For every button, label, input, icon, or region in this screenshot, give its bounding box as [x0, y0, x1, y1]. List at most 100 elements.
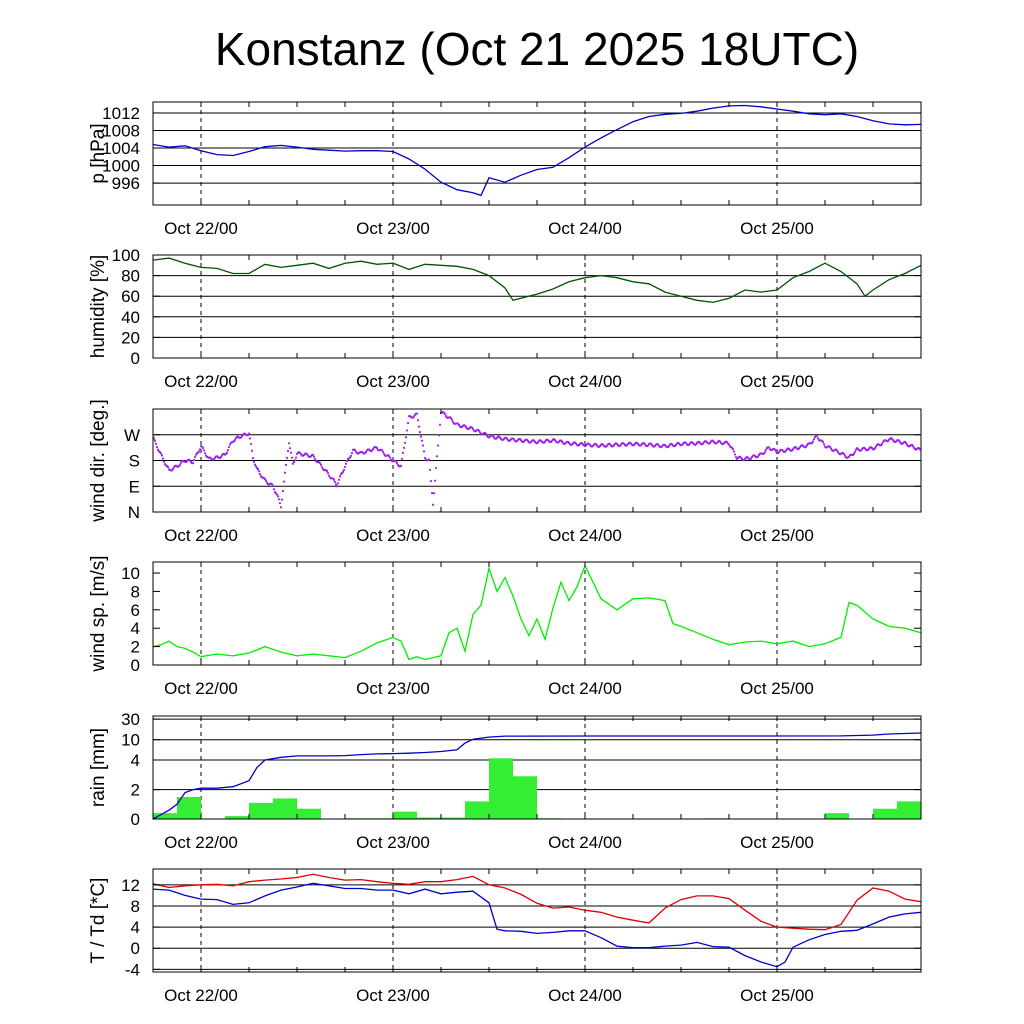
data-point — [852, 452, 856, 455]
data-point — [250, 449, 254, 452]
data-point — [178, 463, 182, 466]
data-point — [282, 480, 286, 483]
x-tick-label: Oct 23/00 — [356, 372, 430, 391]
data-point — [153, 437, 156, 440]
data-point — [404, 436, 408, 439]
data-point — [273, 490, 277, 494]
data-point — [177, 465, 181, 468]
rain-bar — [825, 813, 849, 819]
data-point — [477, 429, 481, 432]
data-point — [484, 432, 488, 436]
rain-bar — [465, 801, 489, 819]
x-tick-label: Oct 25/00 — [740, 986, 814, 1005]
data-point — [197, 450, 201, 453]
data-point — [286, 449, 290, 453]
x-tick-label: Oct 22/00 — [164, 526, 238, 545]
data-point — [811, 440, 815, 443]
data-point — [201, 446, 205, 450]
x-tick-label: Oct 22/00 — [164, 679, 238, 698]
data-point — [252, 460, 256, 463]
data-point — [160, 454, 164, 457]
data-point — [240, 435, 244, 438]
data-point — [193, 455, 197, 459]
data-point — [431, 503, 435, 506]
data-point — [853, 450, 857, 453]
x-tick-label: Oct 25/00 — [740, 833, 814, 852]
data-point — [918, 448, 921, 451]
series-line-temperature — [153, 873, 921, 931]
data-point — [278, 502, 282, 505]
x-tick-label: Oct 23/00 — [356, 219, 430, 238]
series-line-humidity — [153, 257, 921, 304]
data-point — [434, 466, 438, 470]
data-point — [381, 450, 385, 453]
data-point — [318, 461, 322, 465]
data-point — [270, 483, 274, 486]
rain-bar — [297, 808, 321, 819]
data-point — [427, 458, 431, 461]
data-point — [288, 447, 292, 450]
series-wind_dir — [153, 411, 921, 509]
x-tick-label: Oct 22/00 — [164, 986, 238, 1005]
data-point — [275, 493, 279, 496]
data-point — [774, 450, 778, 453]
x-tick-label: Oct 22/00 — [164, 372, 238, 391]
data-point — [816, 437, 820, 440]
data-point — [443, 413, 447, 416]
data-point — [287, 442, 291, 445]
data-point — [733, 453, 737, 456]
data-point — [258, 472, 262, 476]
y-axis-label: rain [mm] — [88, 728, 109, 807]
x-tick-label: Oct 22/00 — [164, 833, 238, 852]
data-point — [835, 449, 839, 452]
series-line-dewpoint — [153, 882, 921, 968]
data-point — [767, 446, 771, 449]
data-point — [416, 419, 420, 422]
data-point — [291, 462, 295, 465]
data-point — [272, 488, 276, 491]
y-tick-label: 40 — [121, 308, 140, 327]
data-point — [400, 457, 404, 460]
data-point — [403, 441, 407, 445]
x-tick-label: Oct 24/00 — [548, 679, 622, 698]
data-point — [428, 468, 432, 471]
data-point — [326, 472, 330, 475]
data-point — [281, 489, 285, 493]
data-point — [338, 475, 342, 478]
y-axis-label: p [hPa] — [88, 123, 109, 183]
y-tick-label: 4 — [131, 918, 140, 937]
data-point — [436, 444, 440, 447]
data-point — [203, 452, 207, 455]
data-point — [166, 466, 170, 469]
data-point — [471, 427, 475, 431]
data-point — [271, 484, 275, 487]
data-point — [251, 456, 255, 460]
y-axis-label: wind dir. [deg.] — [88, 399, 109, 523]
y-tick-label: 10 — [121, 731, 140, 750]
data-point — [405, 429, 409, 432]
data-point — [155, 446, 159, 449]
y-tick-label: 0 — [131, 939, 140, 958]
data-point — [277, 498, 281, 501]
data-point — [822, 443, 826, 446]
data-point — [313, 457, 317, 461]
data-point — [418, 431, 422, 434]
data-point — [406, 422, 410, 425]
data-point — [345, 459, 349, 463]
data-point — [312, 455, 316, 458]
plot-frame — [152, 101, 922, 206]
data-point — [419, 435, 423, 438]
data-point — [248, 437, 252, 440]
y-tick-label: 1000 — [102, 157, 140, 176]
data-point — [280, 498, 284, 501]
data-point — [731, 447, 735, 451]
data-point — [344, 462, 348, 465]
y-tick-label: 12 — [121, 876, 140, 895]
data-point — [343, 465, 347, 469]
y-tick-label: W — [124, 426, 140, 445]
data-point — [253, 463, 257, 466]
y-axis-label: humidity [%] — [88, 255, 109, 358]
y-tick-label: N — [128, 503, 140, 522]
data-point — [294, 456, 298, 459]
